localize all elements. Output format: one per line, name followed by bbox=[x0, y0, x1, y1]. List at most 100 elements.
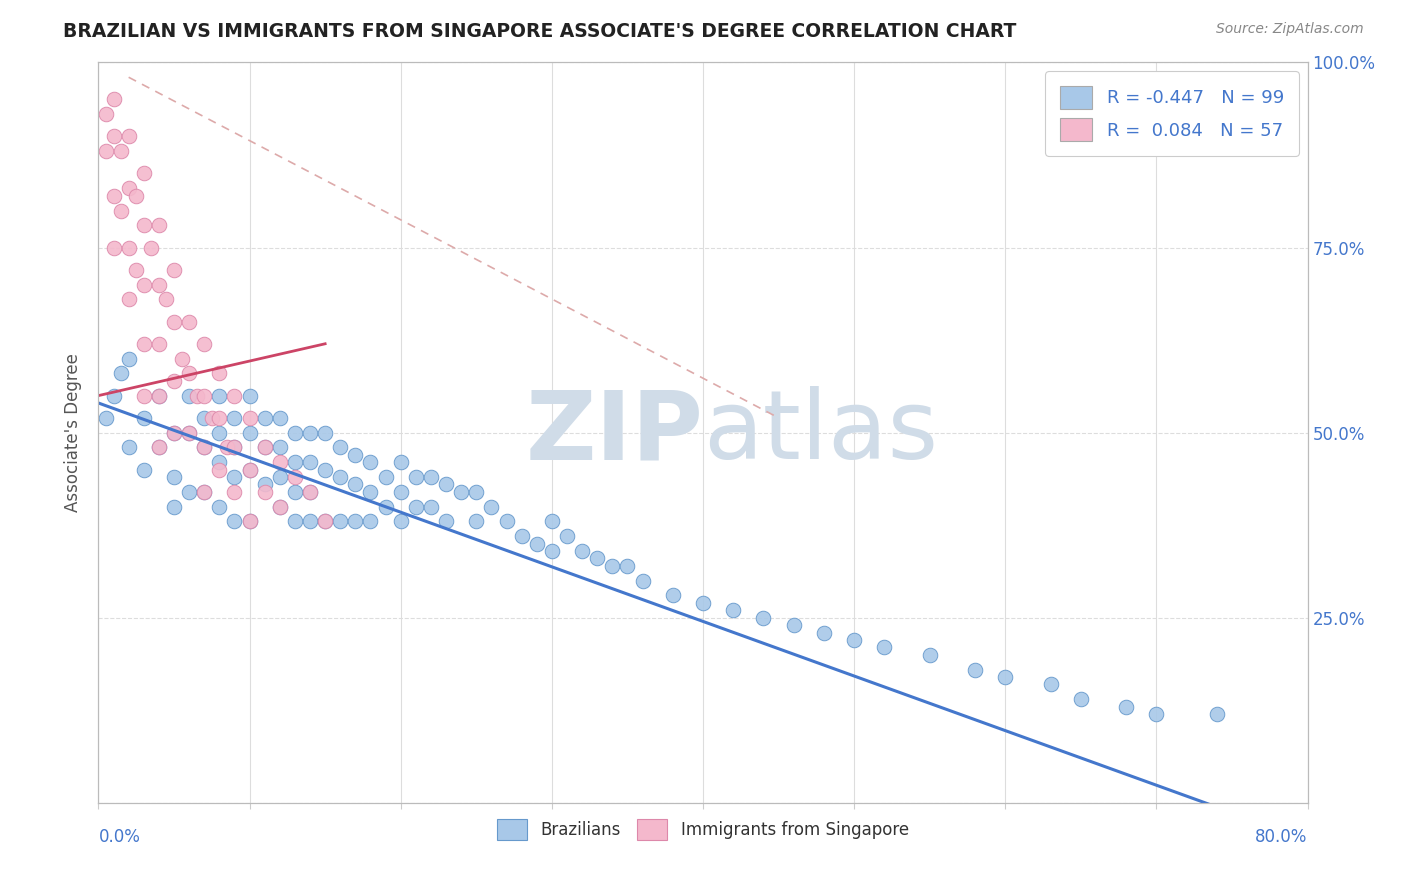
Point bbox=[269, 455, 291, 469]
Point bbox=[239, 515, 262, 529]
Point bbox=[224, 410, 246, 425]
Point bbox=[179, 425, 201, 440]
Point bbox=[215, 441, 238, 455]
Point bbox=[103, 188, 125, 202]
Point bbox=[783, 618, 806, 632]
Point bbox=[148, 388, 170, 402]
Point bbox=[329, 515, 352, 529]
Point bbox=[344, 448, 367, 462]
Point bbox=[752, 610, 775, 624]
Point bbox=[163, 425, 186, 440]
Point bbox=[253, 484, 276, 499]
Point bbox=[314, 462, 336, 476]
Point bbox=[586, 551, 609, 566]
Point bbox=[118, 240, 141, 255]
Point bbox=[284, 515, 307, 529]
Point bbox=[360, 515, 382, 529]
Point bbox=[118, 129, 141, 144]
Point bbox=[193, 410, 215, 425]
Point bbox=[179, 388, 201, 402]
Point bbox=[299, 425, 322, 440]
Text: 80.0%: 80.0% bbox=[1256, 828, 1308, 846]
Point bbox=[661, 589, 683, 603]
Point bbox=[344, 477, 367, 491]
Point bbox=[299, 515, 322, 529]
Point bbox=[495, 515, 517, 529]
Point bbox=[571, 544, 593, 558]
Point bbox=[110, 145, 132, 159]
Point bbox=[481, 500, 503, 514]
Point bbox=[239, 462, 262, 476]
Point bbox=[163, 314, 186, 328]
Text: ZIP: ZIP bbox=[524, 386, 703, 479]
Point bbox=[269, 441, 291, 455]
Point bbox=[132, 388, 155, 402]
Point bbox=[163, 374, 186, 388]
Point bbox=[389, 455, 412, 469]
Point bbox=[1115, 699, 1137, 714]
Point bbox=[141, 240, 163, 255]
Point bbox=[873, 640, 896, 655]
Point bbox=[239, 462, 262, 476]
Point bbox=[208, 455, 231, 469]
Point bbox=[314, 425, 336, 440]
Point bbox=[329, 470, 352, 484]
Point bbox=[132, 336, 155, 351]
Point bbox=[201, 410, 224, 425]
Point bbox=[284, 470, 307, 484]
Point bbox=[208, 367, 231, 381]
Point bbox=[132, 219, 155, 233]
Point bbox=[314, 515, 336, 529]
Point bbox=[344, 515, 367, 529]
Point bbox=[360, 484, 382, 499]
Point bbox=[224, 470, 246, 484]
Point bbox=[1206, 706, 1229, 721]
Text: 0.0%: 0.0% bbox=[98, 828, 141, 846]
Point bbox=[450, 484, 472, 499]
Point bbox=[465, 484, 488, 499]
Point bbox=[420, 500, 443, 514]
Point bbox=[94, 145, 117, 159]
Point bbox=[299, 455, 322, 469]
Point bbox=[314, 515, 336, 529]
Point bbox=[132, 462, 155, 476]
Point bbox=[193, 336, 215, 351]
Point bbox=[170, 351, 193, 366]
Point bbox=[132, 166, 155, 180]
Point bbox=[1070, 692, 1092, 706]
Y-axis label: Associate's Degree: Associate's Degree bbox=[65, 353, 83, 512]
Point bbox=[540, 515, 562, 529]
Point bbox=[224, 441, 246, 455]
Point bbox=[253, 477, 276, 491]
Point bbox=[813, 625, 835, 640]
Point bbox=[239, 410, 262, 425]
Text: BRAZILIAN VS IMMIGRANTS FROM SINGAPORE ASSOCIATE'S DEGREE CORRELATION CHART: BRAZILIAN VS IMMIGRANTS FROM SINGAPORE A… bbox=[63, 22, 1017, 41]
Point bbox=[374, 470, 396, 484]
Point bbox=[163, 262, 186, 277]
Point bbox=[284, 484, 307, 499]
Point bbox=[844, 632, 866, 647]
Point bbox=[163, 500, 186, 514]
Text: Source: ZipAtlas.com: Source: ZipAtlas.com bbox=[1216, 22, 1364, 37]
Point bbox=[224, 484, 246, 499]
Point bbox=[510, 529, 533, 543]
Point bbox=[155, 293, 177, 307]
Point bbox=[555, 529, 578, 543]
Point bbox=[208, 425, 231, 440]
Point bbox=[389, 484, 412, 499]
Point bbox=[163, 470, 186, 484]
Point bbox=[465, 515, 488, 529]
Point bbox=[616, 558, 638, 573]
Point bbox=[193, 484, 215, 499]
Legend: Brazilians, Immigrants from Singapore: Brazilians, Immigrants from Singapore bbox=[491, 813, 915, 847]
Point bbox=[224, 441, 246, 455]
Point bbox=[163, 425, 186, 440]
Point bbox=[179, 484, 201, 499]
Point bbox=[224, 515, 246, 529]
Point bbox=[434, 477, 457, 491]
Point bbox=[132, 277, 155, 292]
Point bbox=[208, 410, 231, 425]
Point bbox=[299, 484, 322, 499]
Point bbox=[253, 441, 276, 455]
Point bbox=[118, 293, 141, 307]
